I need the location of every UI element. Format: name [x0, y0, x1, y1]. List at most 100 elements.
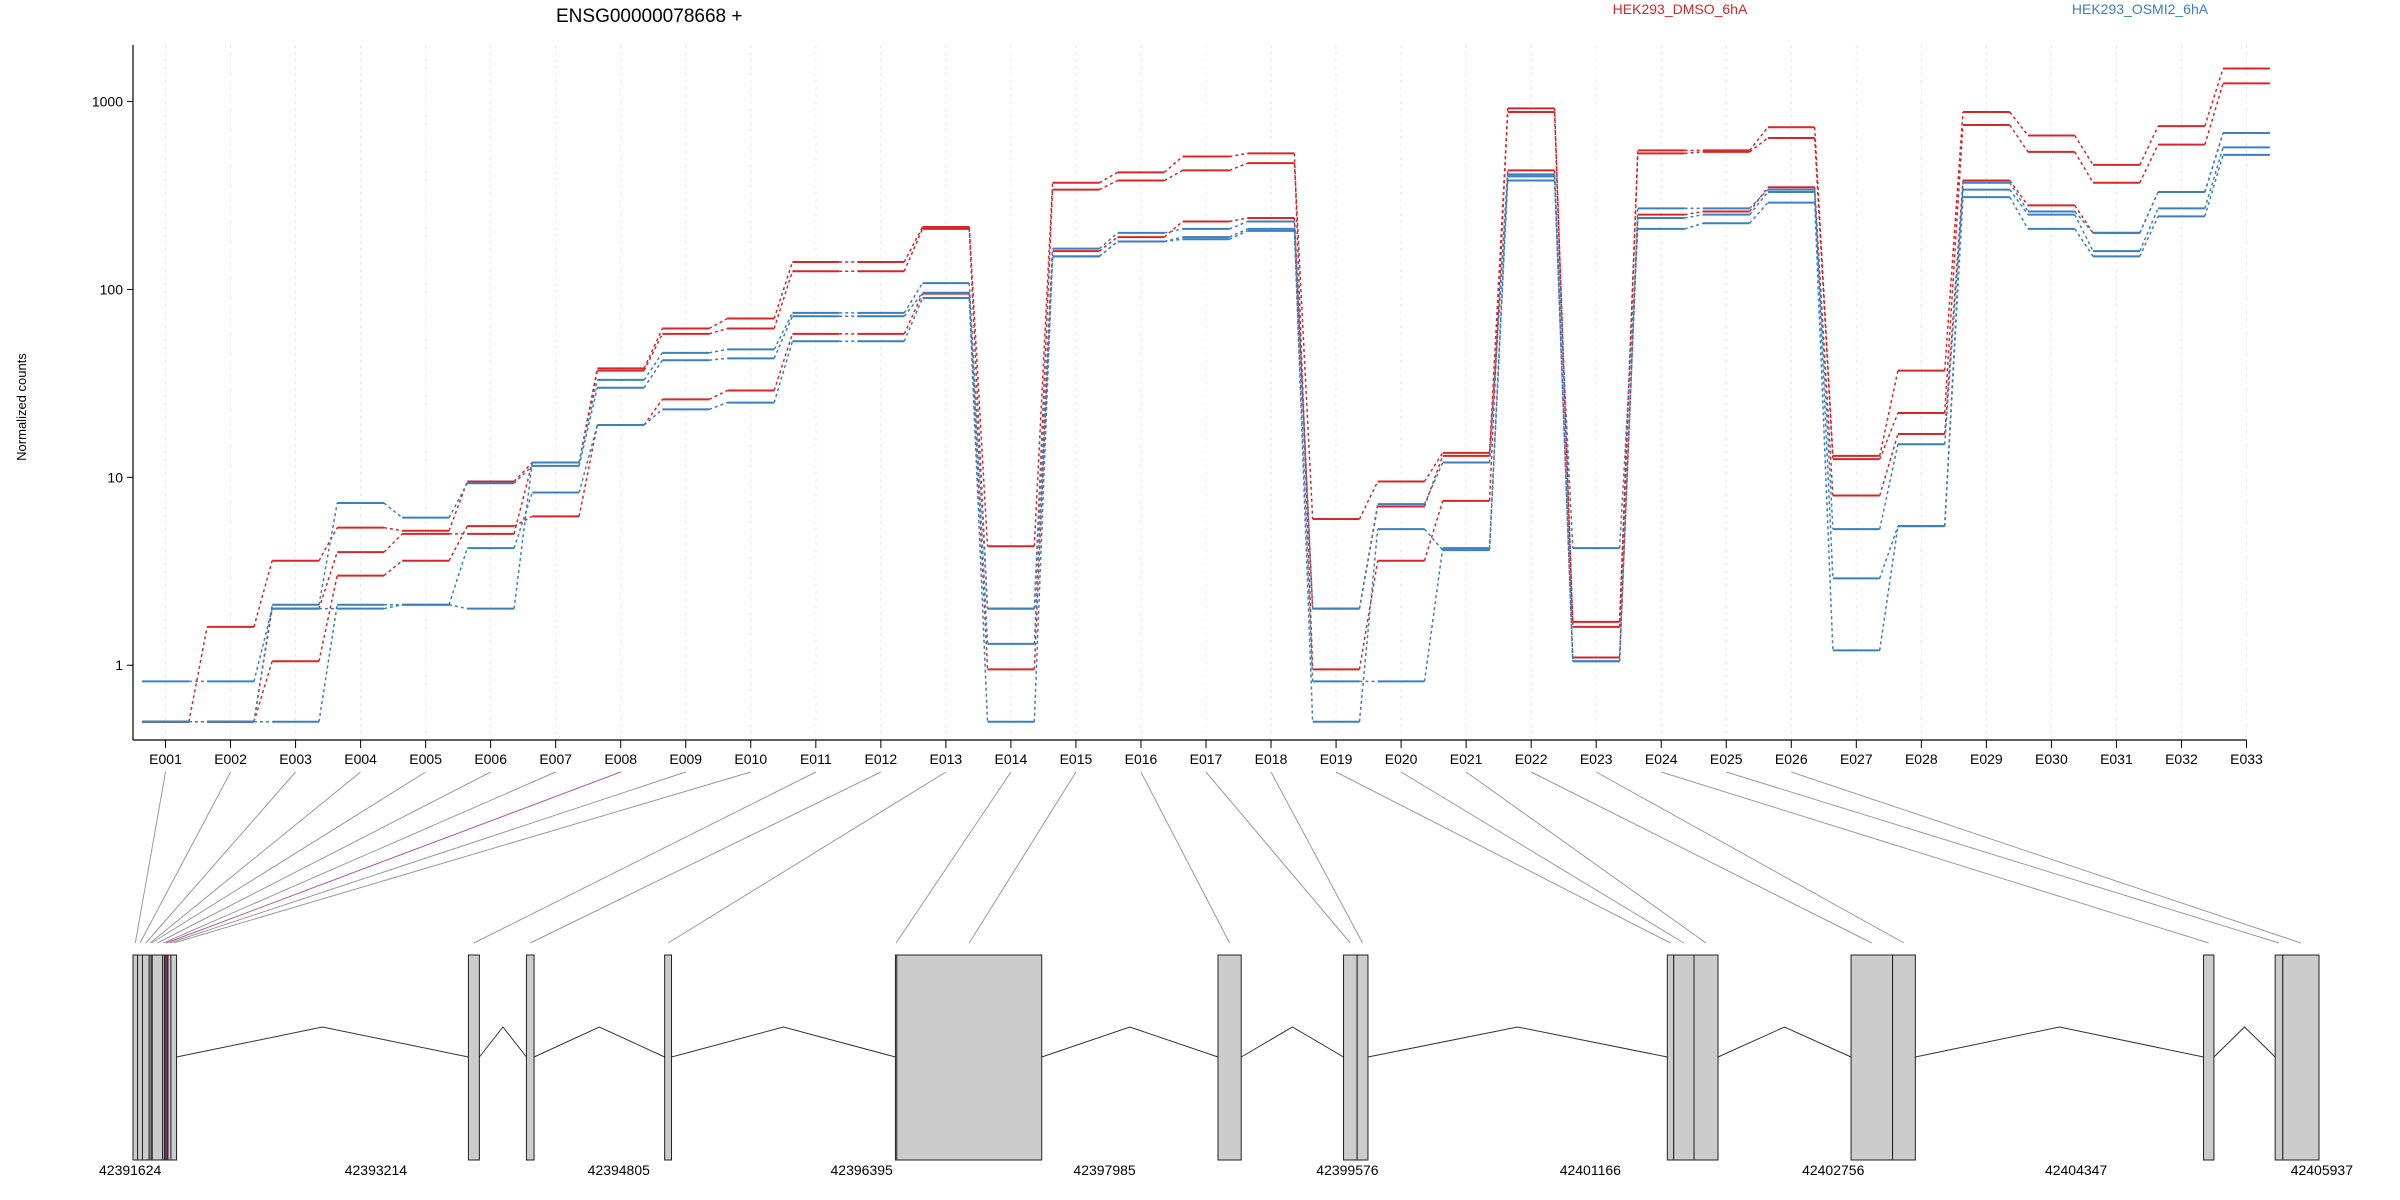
series-connector — [1943, 189, 1964, 445]
exon-box-e022 — [1850, 954, 1894, 1161]
series-connector — [1749, 137, 1769, 153]
series-connector — [1813, 189, 1834, 579]
x-tick-label: E025 — [1710, 751, 1743, 767]
coordinate-label: 42396395 — [831, 1162, 894, 1178]
y-tick-label: 10 — [107, 469, 123, 485]
series-connector — [2139, 191, 2159, 234]
series-connector — [643, 398, 663, 426]
series-connector — [1684, 210, 1703, 216]
series-connector — [2204, 132, 2224, 193]
gene-model-track: 42391624 42393214 42394805 42396395 42397985… — [99, 954, 2354, 1178]
series-connector — [1813, 202, 1834, 651]
series-connector — [1618, 228, 1639, 549]
connector-e001 — [134, 771, 167, 944]
series-connector — [1423, 528, 1444, 551]
intron-line — [1367, 1026, 1668, 1058]
x-tick-label: E027 — [1840, 751, 1873, 767]
y-tick-label: 100 — [100, 281, 124, 297]
exon-box-e018 — [1356, 954, 1369, 1161]
x-tick-label: E008 — [604, 751, 637, 767]
x-tick-label: E014 — [995, 751, 1028, 767]
series-connector — [1033, 248, 1054, 609]
coordinate-label: 42405937 — [2291, 1162, 2354, 1178]
series-connector — [1943, 197, 1964, 527]
x-tick-label: E011 — [800, 751, 832, 767]
series-connector — [2139, 125, 2159, 166]
series-connector — [1293, 163, 1314, 520]
series-connector — [968, 226, 989, 547]
connector-e018 — [1270, 771, 1363, 944]
coordinate-label: 42397985 — [1073, 1162, 1136, 1178]
series-connector — [1358, 481, 1379, 520]
series-connector — [578, 379, 599, 463]
series-connector — [773, 261, 794, 319]
series-connector — [318, 527, 338, 562]
series-connector — [1684, 222, 1704, 230]
series-connector — [2074, 205, 2094, 234]
series-connector — [773, 312, 794, 350]
x-tick-label: E032 — [2165, 751, 2198, 767]
series-connector — [1229, 220, 1248, 230]
series-connector — [1163, 220, 1184, 238]
x-tick-label: E019 — [1320, 751, 1353, 767]
series-connector — [2139, 216, 2159, 257]
exon-connector-lines — [134, 771, 2302, 944]
exon-box-e021 — [1693, 954, 1719, 1161]
series-connector — [1229, 230, 1248, 240]
coordinate-label: 42401166 — [1560, 1162, 1621, 1178]
connector-e025 — [1726, 771, 2280, 944]
series-connector — [1423, 500, 1444, 561]
coordinate-label: 42399576 — [1316, 1162, 1379, 1178]
series-connector — [2009, 180, 2029, 206]
series-connector — [1293, 221, 1314, 609]
series-connector — [1488, 180, 1509, 551]
series-dmso-1 — [142, 82, 2270, 723]
exon-box-e017 — [1343, 954, 1358, 1161]
series-connector — [513, 462, 534, 609]
series-connector — [903, 282, 924, 314]
series-connector — [1163, 155, 1184, 173]
series-connector — [318, 604, 338, 722]
intron-line — [1041, 1026, 1219, 1058]
series-connector — [1813, 191, 1834, 530]
connector-e020 — [1400, 771, 1685, 944]
x-tick-label: E013 — [930, 751, 963, 767]
series-connector — [773, 341, 794, 403]
connector-e006 — [157, 771, 491, 944]
exon-box-e003 — [141, 954, 150, 1161]
series-connector — [383, 526, 403, 532]
series-connector — [643, 352, 663, 381]
series-connector — [1229, 217, 1248, 223]
series-connector — [1423, 462, 1444, 505]
series-connector — [1164, 228, 1183, 234]
series-connector — [1749, 186, 1769, 212]
coordinate-label: 42402756 — [1802, 1162, 1865, 1178]
exon-box-e015 — [896, 954, 1043, 1161]
exon-box-e016 — [1217, 954, 1242, 1161]
series-connector — [448, 547, 468, 605]
exon-box-e012 — [525, 954, 535, 1161]
connector-e011 — [473, 771, 817, 944]
series-connector — [1293, 217, 1314, 609]
series-connector — [709, 348, 728, 354]
series-connector — [2009, 111, 2029, 136]
coordinate-label: 42393214 — [345, 1162, 408, 1178]
series-connector — [1098, 232, 1119, 250]
series-connector — [708, 401, 728, 411]
exon-box-e023 — [1892, 954, 1916, 1161]
intron-line — [2213, 1026, 2276, 1058]
exon-box-e020 — [1673, 954, 1695, 1161]
series-connector — [1878, 370, 1899, 457]
x-tick-label: E024 — [1645, 751, 1678, 767]
x-tick-label: E003 — [279, 751, 312, 767]
connector-e023 — [1595, 771, 1905, 944]
intron-line — [1915, 1026, 2204, 1058]
intron-line — [1717, 1026, 1852, 1058]
series-connector — [903, 292, 924, 317]
series-connector — [1229, 228, 1248, 238]
series-connector — [968, 292, 989, 644]
exon-box-e011 — [467, 954, 480, 1161]
x-tick-label: E001 — [149, 751, 182, 767]
intron-line — [1240, 1026, 1344, 1058]
